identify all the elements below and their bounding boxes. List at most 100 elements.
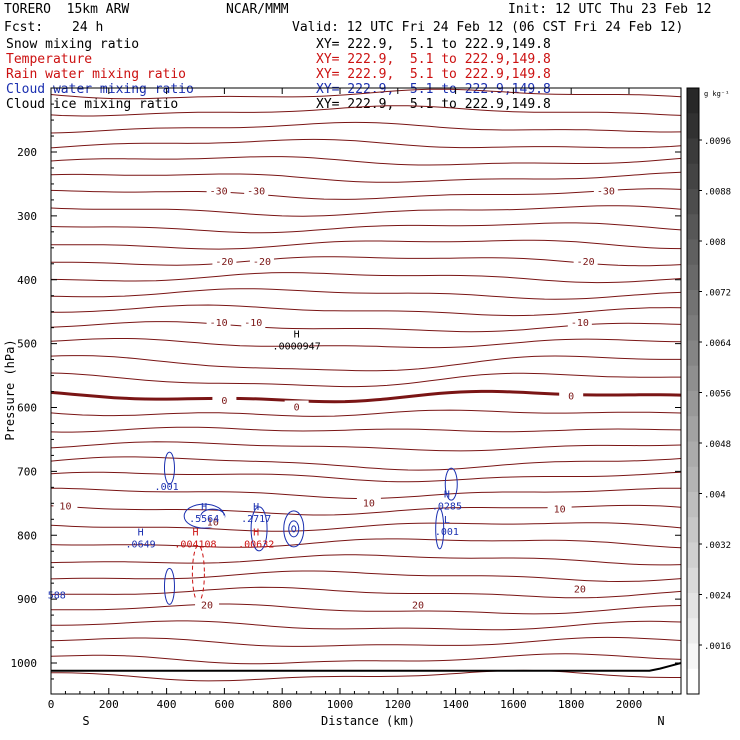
contour-labels: -30 -30 -30 -20 -20 -20 -10 -10 -10 0 0 0 10 10 10 10 20… [48, 184, 618, 612]
x-tick-label: 1200 [385, 698, 412, 711]
colorbar-swatch [687, 643, 699, 670]
extremum-mark: H [294, 330, 300, 341]
isotherm-line [50, 441, 682, 452]
cloud-water-contour [163, 451, 175, 485]
isotherm-label: 10 [363, 498, 375, 509]
isotherm-line [51, 304, 682, 317]
isotherm-line [50, 471, 682, 483]
ground-surface [51, 662, 682, 672]
cloud-water-contour [435, 508, 445, 550]
isotherm-label: -10 [244, 318, 262, 329]
isotherm-label: 20 [412, 601, 424, 612]
isotherm-label-bg [249, 254, 274, 267]
field-xy-snow: XY= 222.9, 5.1 to 222.9,149.8 [316, 37, 551, 52]
y-axis-label: Pressure (hPa) [3, 339, 17, 440]
isotherm-label: 10 [554, 505, 566, 516]
isotherm-label-bg [195, 598, 220, 611]
isotherm-line [50, 288, 682, 300]
isotherm-line [51, 603, 682, 615]
field-name-snow: Snow mixing ratio [6, 37, 140, 52]
isotherm-label-bg [547, 502, 572, 515]
extremum-value: .004108 [174, 540, 216, 551]
cloud-water-contour [444, 467, 458, 501]
isotherm-line [50, 636, 682, 647]
colorbar-tick-label: .0072 [704, 289, 731, 299]
isotherm-line [50, 222, 682, 234]
field-xy-cloud-ice: XY= 222.9, 5.1 to 222.9,149.8 [316, 97, 551, 112]
left-end-label: S [82, 714, 89, 728]
colorbar-swatch [687, 542, 699, 569]
isotherm-label: -20 [577, 257, 595, 268]
isotherm-label: -30 [210, 187, 228, 198]
x-tick-label: 2000 [616, 698, 643, 711]
x-tick-label: 800 [272, 698, 292, 711]
colorbar-swatch [687, 441, 699, 468]
isotherm-line [50, 586, 682, 599]
isotherm-label-bg [284, 400, 309, 413]
isotherm-label: 20 [201, 601, 213, 612]
extremum-value: .001 [435, 527, 459, 538]
colorbar-units: g kg⁻¹ [704, 90, 729, 98]
isotherm-line [51, 620, 682, 631]
colorbar-swatch [687, 189, 699, 215]
isotherm-label-bg [212, 394, 237, 407]
isotherm-label: -10 [210, 318, 228, 329]
colorbar-swatch [687, 113, 699, 139]
isotherm-line [50, 538, 682, 549]
x-tick-label: 1600 [500, 698, 527, 711]
cloud-water-contour [291, 525, 297, 533]
x-tick-label: 1400 [442, 698, 469, 711]
isotherm-label: 0 [568, 392, 574, 403]
extremum-mark: H [192, 528, 198, 539]
rain-contour [191, 545, 205, 603]
colorbar-tick-label: .0056 [704, 390, 731, 400]
isotherm-label: 0 [294, 403, 300, 414]
field-xy-rain: XY= 222.9, 5.1 to 222.9,149.8 [316, 67, 551, 82]
isotherm-line [50, 389, 682, 404]
y-tick-label: 800 [17, 529, 37, 542]
colorbar-tick-label: .0032 [704, 541, 731, 551]
isotherm-line [50, 205, 682, 217]
extremum-value: .0285 [432, 501, 462, 512]
colorbar-swatch [687, 214, 699, 240]
colorbar-swatch [687, 416, 699, 442]
colorbar-swatch [687, 315, 699, 341]
isotherm-line [50, 426, 682, 433]
x-tick-label: 400 [157, 698, 177, 711]
extremum-mark: H [138, 528, 144, 539]
y-tick-label: 200 [17, 146, 37, 159]
isotherm-label-bg [212, 254, 237, 267]
colorbar-swatch [687, 492, 699, 518]
init-time: Init: 12 UTC Thu 23 Feb 12 [508, 2, 712, 17]
y-tick-label: 600 [17, 402, 37, 415]
colorbar-tick-label: .0096 [704, 137, 731, 147]
y-tick-label: 900 [17, 593, 37, 606]
isotherm-label-bg [559, 389, 584, 402]
extremum-value: .0649 [126, 540, 156, 551]
isotherm-label-bg [206, 184, 231, 197]
cloud-water-contour [163, 567, 175, 605]
forecast-label: Fcst: [4, 20, 44, 35]
colorbar-tick-label: .0088 [704, 188, 731, 198]
colorbar-swatch [687, 593, 699, 619]
extremum-value: .00632 [238, 540, 274, 551]
extremum-value: .001 [155, 482, 179, 493]
x-tick-label: 1800 [558, 698, 585, 711]
isotherm-line [50, 171, 682, 183]
colorbar-tick-label: .0024 [704, 592, 731, 602]
isotherm-label: 20 [574, 585, 586, 596]
field-name-cloud-ice: Cloud ice mixing ratio [6, 97, 179, 112]
isotherm-line [50, 105, 682, 117]
colorbar-swatch [687, 163, 699, 190]
colorbar-tick-label: .0064 [704, 339, 731, 349]
org-label: NCAR/MMM [226, 2, 289, 17]
field-name-temperature: Temperature [6, 52, 93, 67]
isotherm-line [50, 372, 681, 388]
colorbar-swatch [687, 567, 699, 594]
colorbar-swatch [687, 239, 699, 266]
y-tick-label: 700 [17, 465, 37, 478]
isotherm-label: -20 [253, 257, 271, 268]
colorbar-swatch [687, 264, 699, 291]
isotherm-label-bg [200, 515, 225, 528]
